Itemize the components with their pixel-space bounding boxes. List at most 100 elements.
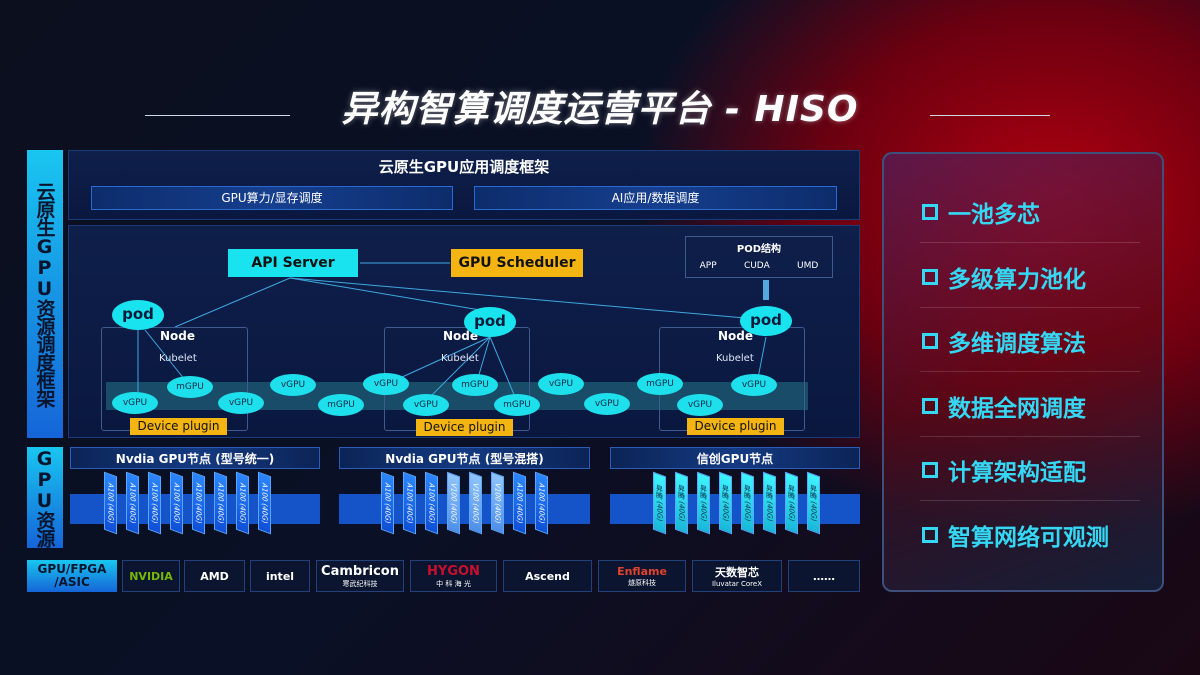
- gpu-card: A100 (40G): [403, 471, 416, 535]
- gpu-chip: vGPU: [218, 392, 264, 414]
- features-panel: [882, 152, 1164, 592]
- framework-header: 云原生GPU应用调度框架: [378, 158, 550, 176]
- gpu-card: A100 (40G): [236, 471, 249, 535]
- pod-1: pod: [112, 300, 164, 330]
- feature-label: 一池多芯: [948, 202, 1040, 228]
- vendor-logo-3: intel: [250, 560, 310, 592]
- gpu-chip: vGPU: [584, 393, 630, 415]
- page-title: 异构智算调度运营平台 - HISO: [341, 89, 859, 130]
- pod-struct-umd: UMD: [797, 261, 819, 271]
- gpu-card: 昇腾 (40G): [653, 471, 666, 535]
- vendor-subtitle: 燧原科技: [628, 578, 656, 587]
- checkbox-square-icon: [922, 268, 938, 285]
- device-plugin-1: Device plugin: [130, 418, 227, 435]
- feature-divider: [920, 306, 1140, 308]
- node-label-1: Node: [160, 329, 196, 343]
- gpu-card: A100 (40G): [126, 471, 139, 535]
- framework-side-label: 云原生GPU资源调度框架: [27, 150, 63, 438]
- gpu-card: A100 (40G): [258, 471, 271, 535]
- vendor-subtitle: 中 科 海 光: [436, 579, 471, 588]
- vendor-label: GPU/FPGA /ASIC: [27, 560, 117, 592]
- checkbox-square-icon: [922, 462, 938, 479]
- gpu-chip: mGPU: [494, 394, 540, 416]
- gpu-chip: mGPU: [318, 394, 364, 416]
- feature-divider: [920, 242, 1140, 243]
- gpu-chip: mGPU: [637, 373, 683, 395]
- feature-item: 多级算力池化: [922, 260, 1086, 294]
- pod2-link-c: [477, 336, 491, 379]
- vendor-name: Ascend: [525, 569, 570, 583]
- vendor-name: NVIDIA: [129, 569, 173, 583]
- gpu-card: 昇腾 (40G): [741, 471, 754, 535]
- checkbox-square-icon: [922, 204, 938, 220]
- vendor-name: AMD: [200, 569, 229, 583]
- feature-item: 智算网络可观测: [922, 518, 1109, 552]
- vendor-logo-2: AMD: [184, 560, 245, 592]
- vendor-logo-9: ……: [788, 560, 860, 592]
- title-decoration-left: [145, 115, 290, 116]
- pod3-link: [757, 336, 767, 379]
- gpu-chip: vGPU: [363, 373, 409, 395]
- vendor-name: ……: [813, 569, 835, 583]
- gpu-chip: vGPU: [403, 394, 449, 416]
- gpu-card: A100 (40G): [104, 471, 117, 535]
- api-pod2-link: [289, 277, 481, 311]
- kubelet-label-3: Kubelet: [716, 353, 754, 364]
- gpu-card: A100 (40G): [148, 471, 161, 535]
- gpu-card: A100 (40G): [513, 471, 526, 535]
- gpu-chip: vGPU: [112, 392, 158, 414]
- gpu-card: 昇腾 (40G): [697, 471, 710, 535]
- feature-item: 计算架构适配: [922, 453, 1086, 487]
- gpu-node-title-3: 信创GPU节点: [610, 447, 860, 469]
- gpu-scheduler-box: GPU Scheduler: [451, 249, 583, 277]
- vendor-logo-6: Ascend: [503, 560, 592, 592]
- pod-3: pod: [740, 306, 792, 336]
- gpu-chip: vGPU: [270, 374, 316, 396]
- vendor-name: Cambricon: [321, 563, 399, 579]
- gpu-card: V100 (40G): [447, 471, 460, 535]
- vendor-subtitle: Iluvatar CoreX: [711, 580, 762, 588]
- feature-divider: [920, 500, 1140, 502]
- vendor-logo-5: HYGON 中 科 海 光: [410, 560, 497, 592]
- gpu-node-base-2: [339, 494, 590, 524]
- pod-struct-cuda: CUDA: [743, 261, 770, 271]
- gpu-chip: vGPU: [538, 373, 584, 395]
- feature-label: 智算网络可观测: [948, 525, 1109, 551]
- kubelet-label-2: Kubelet: [441, 353, 479, 364]
- node-label-3: Node: [718, 329, 754, 343]
- feature-label: 计算架构适配: [948, 460, 1086, 487]
- checkbox-square-icon: [922, 527, 938, 543]
- gpu-card: 昇腾 (40G): [807, 471, 820, 535]
- gpu-chip: mGPU: [452, 374, 498, 396]
- vendor-logo-7: Enflame 燧原科技: [598, 560, 686, 592]
- gpu-compute-bar: GPU算力/显存调度: [91, 186, 453, 210]
- feature-item: 一池多芯: [922, 195, 1040, 229]
- gpu-card: V100 (40G): [491, 471, 504, 535]
- gpu-card: A100 (40G): [535, 471, 548, 535]
- gpu-chip: vGPU: [731, 374, 777, 396]
- pod2-link-a: [399, 336, 491, 379]
- ai-data-bar: AI应用/数据调度: [474, 186, 837, 210]
- api-node1-link: [174, 277, 291, 328]
- title-decoration-right: [930, 115, 1050, 116]
- gpu-card: 昇腾 (40G): [719, 471, 732, 535]
- gpu-card: A100 (40G): [214, 471, 227, 535]
- gpu-card: 昇腾 (40G): [675, 471, 688, 535]
- feature-label: 数据全网调度: [948, 395, 1086, 422]
- gpu-side-label: GPU资源: [27, 447, 63, 548]
- gpu-card: A100 (40G): [192, 471, 205, 535]
- feature-divider: [920, 371, 1140, 373]
- pod-2: pod: [464, 307, 516, 337]
- vendor-logo-8: 天数智芯 Iluvatar CoreX: [692, 560, 782, 592]
- checkbox-square-icon: [922, 333, 938, 350]
- device-plugin-2: Device plugin: [416, 419, 513, 436]
- gpu-card: A100 (40G): [381, 471, 394, 535]
- feature-divider: [920, 435, 1140, 437]
- pod-structure-box: POD结构 APP CUDA UMD: [685, 236, 833, 278]
- feature-label: 多维调度算法: [948, 331, 1086, 358]
- device-plugin-3: Device plugin: [687, 418, 784, 435]
- api-server-box: API Server: [228, 249, 358, 277]
- node-label-2: Node: [443, 329, 479, 343]
- pod-struct-app: APP: [699, 261, 717, 271]
